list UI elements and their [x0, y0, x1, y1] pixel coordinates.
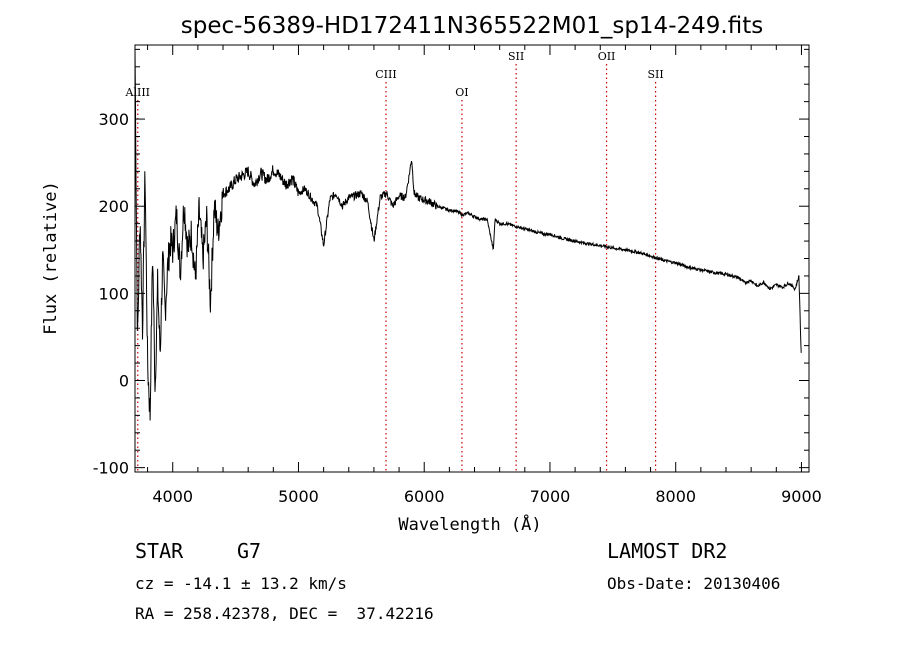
spectrum-line	[134, 49, 802, 421]
axes: 4000 5000 6000 7000 8000 9000 -100 0 100 200 300	[93, 45, 822, 506]
y-tick-label: 100	[98, 284, 129, 303]
observation-date: Obs-Date: 20130406	[607, 574, 781, 593]
line-marker-label: SII	[508, 50, 524, 63]
line-marker-label: CIII	[375, 68, 396, 81]
x-tick-label: 6000	[404, 487, 445, 506]
y-tick-label: 0	[119, 372, 129, 391]
y-tick-label: -100	[93, 459, 129, 478]
coordinates: RA = 258.42378, DEC = 37.42216	[135, 604, 434, 623]
chart-title: spec-56389-HD172411N365522M01_sp14-249.f…	[181, 13, 763, 39]
x-tick-label: 7000	[530, 487, 571, 506]
y-tick-label: 200	[98, 197, 129, 216]
line-markers: AlIII CIII OI SII OII SII	[125, 50, 664, 472]
line-marker-label: SII	[647, 68, 663, 81]
x-tick-label: 9000	[781, 487, 822, 506]
survey-label: LAMOST DR2	[607, 539, 728, 563]
subclass: G7	[237, 539, 262, 563]
plot-area	[134, 49, 802, 421]
x-tick-label: 8000	[655, 487, 696, 506]
line-marker-label: AlIII	[125, 86, 151, 99]
x-tick-label: 5000	[278, 487, 319, 506]
object-class: STAR	[135, 539, 184, 563]
plot-frame	[134, 44, 810, 473]
line-marker-label: OI	[455, 86, 468, 99]
y-axis-label: Flux (relative)	[41, 181, 61, 335]
y-tick-label: 300	[98, 110, 129, 129]
redshift-velocity: cz = -14.1 ± 13.2 km/s	[135, 574, 347, 593]
line-marker-label: OII	[598, 50, 616, 63]
x-axis-label: Wavelength (Å)	[398, 513, 541, 535]
x-tick-label: 4000	[152, 487, 193, 506]
